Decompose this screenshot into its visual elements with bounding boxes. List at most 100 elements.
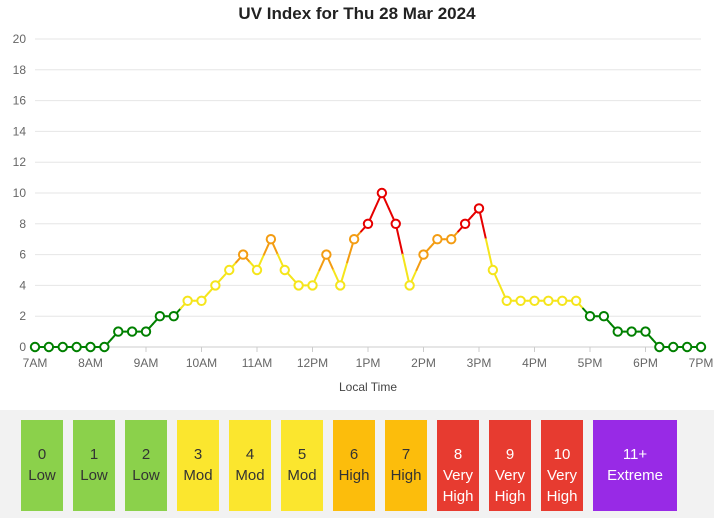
uv-data-point[interactable] (348, 234, 360, 245)
uv-data-point[interactable] (113, 326, 124, 337)
uv-data-point[interactable] (210, 280, 221, 291)
uv-line-segment (401, 253, 411, 287)
uv-data-point[interactable] (570, 295, 582, 306)
y-tick-label: 4 (19, 278, 26, 292)
uv-data-point[interactable] (154, 311, 166, 322)
legend-value: 0 (37, 446, 47, 463)
uv-data-point[interactable] (612, 326, 623, 337)
x-tick-label: 4PM (522, 356, 547, 370)
legend-value: 5 (297, 446, 307, 463)
y-tick-label: 8 (19, 217, 26, 231)
uv-data-point[interactable] (432, 234, 443, 245)
y-tick-label: 10 (13, 186, 27, 200)
uv-data-point[interactable] (404, 280, 415, 291)
y-tick-label: 2 (19, 309, 26, 323)
legend-label: Low (80, 467, 108, 484)
legend-level-7: 7 High (385, 420, 427, 511)
legend-value: 10 (553, 446, 571, 463)
y-axis-ticks: 0 2 4 6 8 10 12 14 16 18 20 (13, 32, 27, 354)
uv-data-point[interactable] (668, 341, 679, 353)
uv-data-point[interactable] (501, 295, 512, 306)
legend-level-1: 1 Low (73, 420, 115, 511)
uv-data-point[interactable] (376, 187, 388, 199)
uv-data-point[interactable] (224, 264, 235, 276)
legend-level-0: 0 Low (21, 420, 63, 511)
legend-level-6: 6 High (333, 420, 375, 511)
y-tick-label: 20 (13, 32, 27, 46)
uv-data-point[interactable] (279, 264, 290, 276)
uv-data-point[interactable] (515, 295, 526, 306)
uv-data-point[interactable] (598, 311, 610, 322)
uv-data-point[interactable] (362, 218, 374, 230)
uv-line-segment (478, 207, 487, 241)
legend-label: Mod (183, 467, 213, 484)
x-tick-label: 8AM (78, 356, 103, 370)
uv-data-point[interactable] (57, 341, 68, 353)
uv-data-point[interactable] (99, 341, 110, 353)
legend-value: 7 (401, 446, 411, 463)
uv-data-point[interactable] (140, 326, 152, 337)
uv-data-point[interactable] (307, 280, 318, 291)
legend-value: 2 (141, 446, 151, 463)
uv-data-point[interactable] (529, 295, 540, 306)
uv-data-point[interactable] (265, 234, 277, 245)
legend-label: Extreme (607, 467, 663, 484)
uv-data-point[interactable] (43, 341, 55, 353)
uv-data-point[interactable] (640, 326, 651, 337)
uv-data-point[interactable] (654, 341, 665, 353)
uv-data-point[interactable] (251, 264, 263, 276)
uv-data-point[interactable] (182, 295, 193, 306)
y-tick-label: 12 (13, 155, 27, 169)
uv-data-point[interactable] (321, 249, 332, 260)
uv-data-point[interactable] (71, 341, 82, 353)
uv-series-line (34, 192, 702, 348)
y-tick-label: 16 (13, 94, 27, 108)
chart-title: UV Index for Thu 28 Mar 2024 (238, 4, 476, 23)
uv-data-point[interactable] (335, 280, 346, 291)
legend-level-5: 5 Mod (281, 420, 323, 511)
legend-label: Mod (235, 467, 265, 484)
legend-value: 3 (193, 446, 203, 463)
uv-data-point[interactable] (487, 264, 499, 276)
legend-level-8: 8 Very High (437, 420, 479, 511)
uv-data-point[interactable] (626, 326, 637, 337)
legend-label: High (338, 467, 370, 484)
legend-value: 6 (349, 446, 359, 463)
uv-data-point[interactable] (126, 326, 138, 337)
uv-data-point[interactable] (557, 295, 568, 306)
legend-label: Very High (442, 467, 474, 505)
uv-data-point[interactable] (85, 341, 96, 353)
legend-label: Low (132, 467, 160, 484)
legend-label: Very High (494, 467, 526, 505)
uv-level-legend: 0 Low 1 Low 2 Low 3 Mod 4 Mod 5 Mod 6 High 7 High 8 Very … (0, 410, 714, 518)
legend-value: 4 (245, 446, 255, 463)
legend-level-4: 4 Mod (229, 420, 271, 511)
uv-data-point[interactable] (473, 203, 485, 214)
uv-data-point[interactable] (390, 218, 401, 230)
uv-data-point[interactable] (196, 295, 207, 306)
uv-data-point[interactable] (293, 280, 304, 291)
uv-data-point[interactable] (459, 218, 471, 230)
uv-data-point[interactable] (584, 311, 596, 322)
x-tick-label: 6PM (633, 356, 658, 370)
legend-value: 9 (505, 446, 515, 463)
uv-data-point[interactable] (543, 295, 554, 306)
x-axis-title: Local Time (339, 380, 397, 394)
y-tick-label: 18 (13, 63, 27, 77)
x-tick-label: 11AM (242, 356, 272, 370)
uv-data-point[interactable] (29, 341, 41, 353)
uv-line-chart: 0 2 4 6 8 10 12 14 16 18 20 7AM 8AM 9AM 10AM 11AM 12PM 1… (13, 32, 714, 394)
legend-value: 11+ (622, 446, 648, 463)
y-tick-label: 14 (13, 124, 27, 138)
uv-data-point[interactable] (446, 234, 457, 245)
legend-value: 1 (89, 446, 99, 463)
y-tick-label: 0 (19, 340, 26, 354)
x-tick-label: 1PM (356, 356, 381, 370)
x-tick-label: 7AM (23, 356, 48, 370)
uv-data-point[interactable] (681, 341, 693, 353)
uv-data-point[interactable] (237, 249, 249, 260)
x-tick-label: 5PM (578, 356, 603, 370)
uv-data-point[interactable] (168, 311, 179, 322)
uv-data-point[interactable] (418, 249, 429, 260)
uv-data-point[interactable] (695, 341, 707, 353)
